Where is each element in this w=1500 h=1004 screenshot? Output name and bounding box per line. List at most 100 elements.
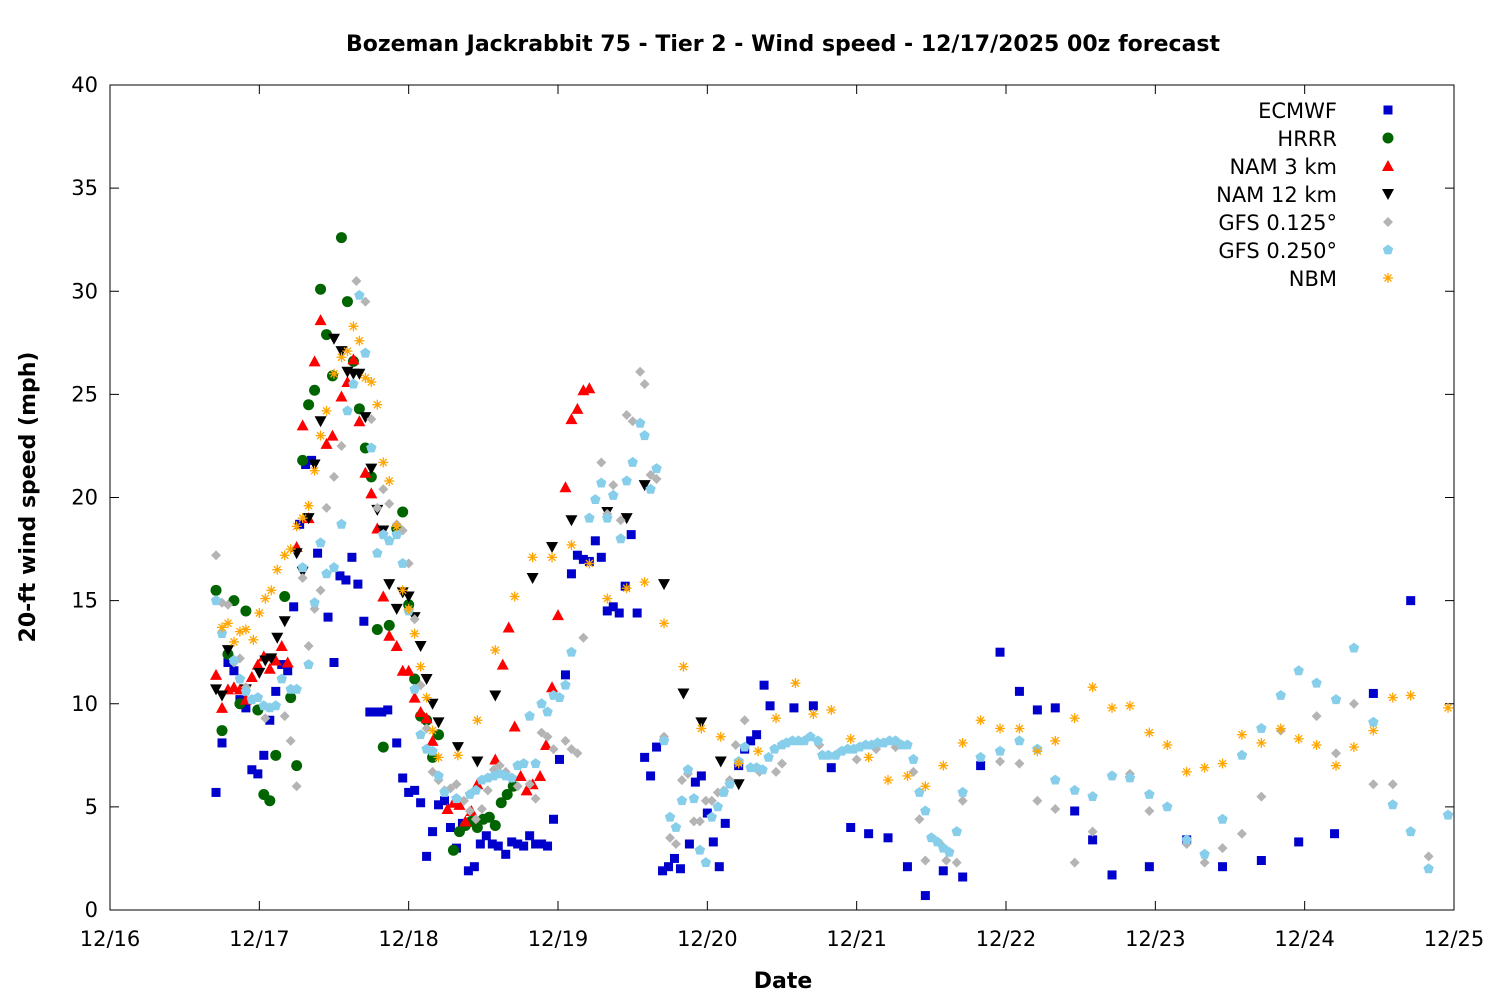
- x-tick-label: 12/21: [826, 927, 887, 951]
- data-point-hrrr: [279, 591, 291, 602]
- y-tick-label: 20: [71, 486, 98, 510]
- data-point-gfs-0-250: [252, 692, 264, 702]
- data-point-gfs-0-250: [1050, 774, 1061, 785]
- data-point-ecmwf: [696, 771, 706, 781]
- data-point-gfs-0-250: [415, 729, 426, 740]
- data-point-gfs-0-250: [805, 731, 816, 742]
- data-point-gfs-0-250: [712, 801, 723, 812]
- data-point-ecmwf: [554, 754, 564, 764]
- data-point-gfs-0-250: [1087, 791, 1098, 801]
- data-point-gfs-0-125: [1331, 748, 1342, 759]
- data-point-nbm: [957, 737, 968, 748]
- data-point-ecmwf: [440, 796, 450, 806]
- data-point-gfs-0-125: [665, 832, 675, 843]
- data-point-nbm: [279, 550, 290, 561]
- x-tick-label: 12/19: [528, 927, 589, 951]
- data-point-ecmwf: [1070, 806, 1080, 816]
- data-point-nam-12-km: [489, 690, 502, 702]
- data-point-ecmwf: [217, 738, 227, 748]
- data-point-gfs-0-125: [688, 816, 699, 827]
- y-tick-label: 5: [85, 795, 98, 819]
- data-point-gfs-0-250: [769, 743, 780, 754]
- data-point-gfs-0-250: [391, 529, 402, 540]
- data-point-gfs-0-125: [694, 816, 705, 827]
- data-point-nbm: [354, 335, 365, 346]
- data-point-ecmwf: [614, 608, 624, 618]
- data-point-ecmwf: [277, 660, 287, 670]
- data-point-gfs-0-125: [297, 572, 308, 583]
- data-point-gfs-0-250: [1442, 809, 1454, 820]
- data-point-gfs-0-125: [285, 735, 296, 746]
- data-point-gfs-0-250: [590, 494, 601, 504]
- data-point-nam-12-km: [365, 463, 378, 475]
- data-point-nbm: [336, 352, 347, 363]
- data-point-gfs-0-125: [1032, 795, 1043, 806]
- data-point-gfs-0-125: [211, 550, 222, 561]
- data-point-nam-3-km: [353, 415, 366, 427]
- data-point-hrrr: [471, 822, 483, 833]
- data-point-gfs-0-125: [676, 775, 687, 786]
- data-point-nbm: [602, 593, 613, 604]
- data-point-ecmwf: [463, 866, 473, 876]
- data-point-gfs-0-250: [608, 489, 619, 500]
- data-point-nbm: [975, 715, 986, 726]
- data-point-gfs-0-125: [321, 502, 332, 513]
- data-point-ecmwf: [714, 862, 724, 872]
- data-point-gfs-0-250: [240, 685, 252, 696]
- data-point-nam-3-km: [453, 798, 466, 810]
- data-point-gfs-0-125: [464, 806, 475, 816]
- data-point-gfs-0-250: [309, 597, 320, 608]
- data-point-ecmwf: [519, 841, 529, 851]
- data-point-gfs-0-125: [914, 814, 925, 825]
- data-point-nbm: [1144, 727, 1155, 738]
- data-point-ecmwf: [765, 701, 775, 711]
- data-point-ecmwf: [313, 548, 323, 558]
- data-point-nbm: [1162, 740, 1173, 750]
- data-point-ecmwf: [1406, 596, 1416, 606]
- data-point-ecmwf: [410, 785, 420, 795]
- data-point-nam-3-km: [296, 419, 309, 431]
- data-point-ecmwf: [1368, 688, 1378, 698]
- data-point-nam-3-km: [245, 670, 258, 682]
- data-point-ecmwf: [289, 602, 299, 612]
- data-point-nbm: [659, 618, 670, 629]
- data-point-hrrr: [303, 399, 315, 411]
- data-point-gfs-0-250: [397, 558, 408, 568]
- data-point-nam-12-km: [383, 579, 396, 591]
- data-point-nam-3-km: [552, 609, 564, 621]
- data-point-nam-3-km: [269, 654, 282, 666]
- data-point-nbm: [433, 752, 444, 763]
- data-point-gfs-0-250: [303, 659, 314, 669]
- data-point-nbm: [1331, 760, 1342, 771]
- data-point-gfs-0-125: [1423, 851, 1434, 862]
- data-point-gfs-0-250: [433, 770, 444, 781]
- data-point-gfs-0-125: [635, 366, 646, 377]
- data-point-gfs-0-125: [1368, 779, 1379, 790]
- data-point-ecmwf: [513, 839, 523, 849]
- x-tick-label: 12/23: [1125, 927, 1186, 951]
- data-point-ecmwf: [223, 658, 233, 667]
- data-point-gfs-0-250: [439, 786, 450, 797]
- data-point-nbm: [217, 622, 227, 633]
- data-point-ecmwf: [752, 730, 762, 740]
- data-point-gfs-0-125: [771, 766, 782, 777]
- data-point-ecmwf: [640, 752, 650, 762]
- data-point-nam-12-km: [565, 515, 578, 527]
- x-tick-label: 12/20: [677, 927, 738, 951]
- data-point-ecmwf: [658, 866, 668, 876]
- data-point-gfs-0-125: [1311, 711, 1322, 722]
- data-point-nbm: [790, 678, 801, 689]
- data-point-ecmwf: [422, 851, 432, 861]
- data-point-gfs-0-125: [366, 414, 377, 425]
- data-point-nbm: [1348, 742, 1359, 753]
- data-point-gfs-0-250: [676, 795, 688, 806]
- legend-marker-diamond-icon: [1383, 217, 1393, 227]
- data-point-nam-12-km: [620, 513, 633, 525]
- data-point-ecmwf: [1330, 829, 1340, 839]
- data-point-ecmwf: [549, 814, 559, 824]
- data-point-gfs-0-250: [602, 512, 613, 523]
- data-point-ecmwf: [995, 647, 1005, 657]
- data-point-ecmwf: [626, 530, 636, 540]
- data-point-ecmwf: [759, 680, 769, 690]
